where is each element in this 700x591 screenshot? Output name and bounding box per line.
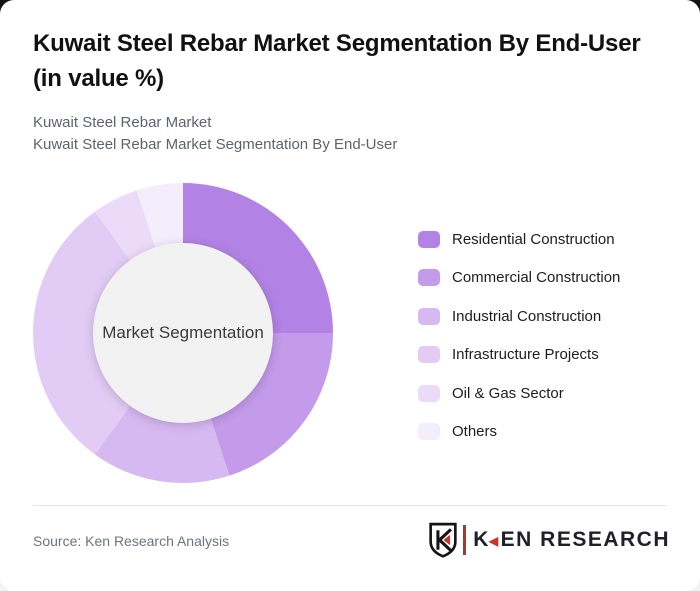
legend-swatch-oil-gas-sector xyxy=(418,384,440,402)
legend-label-commercial-construction: Commercial Construction xyxy=(452,269,621,286)
legend-label-infrastructure-projects: Infrastructure Projects xyxy=(452,346,599,363)
chart-title-line-1: Kuwait Steel Rebar Market Segmentation B… xyxy=(33,30,641,57)
donut-inner-circle xyxy=(93,243,273,423)
chart-title: Kuwait Steel Rebar Market Segmentation B… xyxy=(33,26,683,96)
source-text: Source: Ken Research Analysis xyxy=(33,533,230,549)
legend-label-others: Others xyxy=(452,423,498,440)
donut-svg xyxy=(33,183,333,483)
footer-divider xyxy=(33,505,667,506)
legend-swatch-residential-construction xyxy=(418,230,440,248)
legend-label-industrial-construction: Industrial Construction xyxy=(452,307,602,325)
legend-row-infrastructure-projects: Infrastructure Projects xyxy=(418,344,620,366)
logo-letter-k: K xyxy=(473,528,490,551)
legend-row-others: Others xyxy=(418,421,620,443)
legend-label-residential-construction: Residential Construction xyxy=(452,230,615,248)
chart-legend: Residential Construction Commercial Cons… xyxy=(418,228,620,459)
logo-separator xyxy=(463,525,467,555)
logo-text: K ◀ EN RESEARCH xyxy=(473,528,670,552)
ken-research-logo: K ◀ EN RESEARCH xyxy=(428,522,670,558)
chart-subtitle: Kuwait Steel Rebar Market Kuwait Steel R… xyxy=(33,112,683,155)
legend-swatch-others xyxy=(418,423,440,440)
chart-subtitle-line-1: Kuwait Steel Rebar Market xyxy=(33,114,212,131)
legend-row-commercial-construction: Commercial Construction xyxy=(418,267,620,289)
legend-row-residential-construction: Residential Construction xyxy=(418,228,620,250)
chart-title-line-2: (in value %) xyxy=(33,65,164,92)
red-triangle-icon: ◀ xyxy=(488,534,500,548)
legend-row-oil-gas-sector: Oil & Gas Sector xyxy=(418,382,620,404)
logo-text-rest: EN RESEARCH xyxy=(500,528,670,551)
donut-chart: Market Segmentation xyxy=(33,183,333,483)
legend-row-industrial-construction: Industrial Construction xyxy=(418,305,620,327)
legend-swatch-commercial-construction xyxy=(418,269,440,286)
chart-subtitle-line-2: Kuwait Steel Rebar Market Segmentation B… xyxy=(33,135,398,153)
legend-swatch-infrastructure-projects xyxy=(418,346,440,363)
legend-label-oil-gas-sector: Oil & Gas Sector xyxy=(452,384,564,402)
red-triangle-shield-icon xyxy=(443,534,451,546)
legend-swatch-industrial-construction xyxy=(418,307,440,325)
shield-k-icon xyxy=(429,522,457,558)
